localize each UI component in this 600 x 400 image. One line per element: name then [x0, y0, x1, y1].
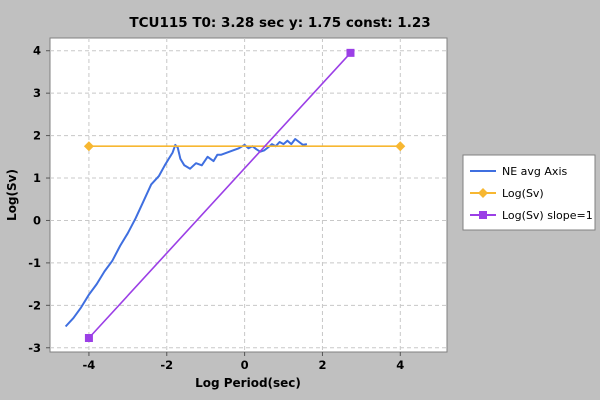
plot-area [49, 37, 448, 353]
log-sv-legend-marker [478, 188, 488, 198]
legend-items: NE avg Axis Log(Sv) Log(Sv) slope=1 [470, 165, 593, 222]
y-tick-label: 0 [33, 213, 41, 227]
y-tick-label: 2 [33, 129, 41, 143]
y-tick-label: 3 [33, 86, 41, 100]
y-axis-title: Log(Sv) [5, 169, 19, 221]
x-tick-label: -4 [83, 358, 96, 372]
log-sv-marker [395, 141, 406, 152]
chart-title: TCU115 T0: 3.28 sec y: 1.75 const: 1.23 [129, 15, 430, 31]
ne-avg-axis-legend-label: NE avg Axis [502, 165, 567, 178]
log-sv-slope-1-marker [346, 48, 355, 57]
log-sv-slope-1-marker [84, 333, 93, 342]
log-sv-slope-1-legend-label: Log(Sv) slope=1 [502, 209, 593, 222]
log-sv-marker [83, 141, 94, 152]
y-tick-label: 1 [33, 171, 41, 185]
y-tick-label: -1 [28, 256, 41, 270]
x-tick-label: 4 [396, 358, 404, 372]
grid [50, 38, 447, 352]
y-tick-label: -2 [28, 298, 41, 312]
y-tick-label: 4 [33, 44, 41, 58]
x-tick-label: 0 [241, 358, 249, 372]
legend: NE avg Axis Log(Sv) Log(Sv) slope=1 [462, 154, 596, 231]
log-sv-legend-label: Log(Sv) [502, 187, 544, 200]
x-axis-title: Log Period(sec) [195, 376, 301, 390]
tick-labels: -4 -2 0 2 4 -3 -2 -1 0 1 2 3 4 [28, 44, 404, 372]
ne-avg-axis-line [64, 138, 308, 328]
x-tick-label: -2 [160, 358, 173, 372]
log-sv-slope-1-legend-marker [479, 211, 487, 219]
series-layer [64, 48, 406, 342]
x-tick-label: 2 [318, 358, 326, 372]
y-tick-label: -3 [28, 341, 41, 355]
log-sv-slope-1-line [88, 52, 352, 339]
